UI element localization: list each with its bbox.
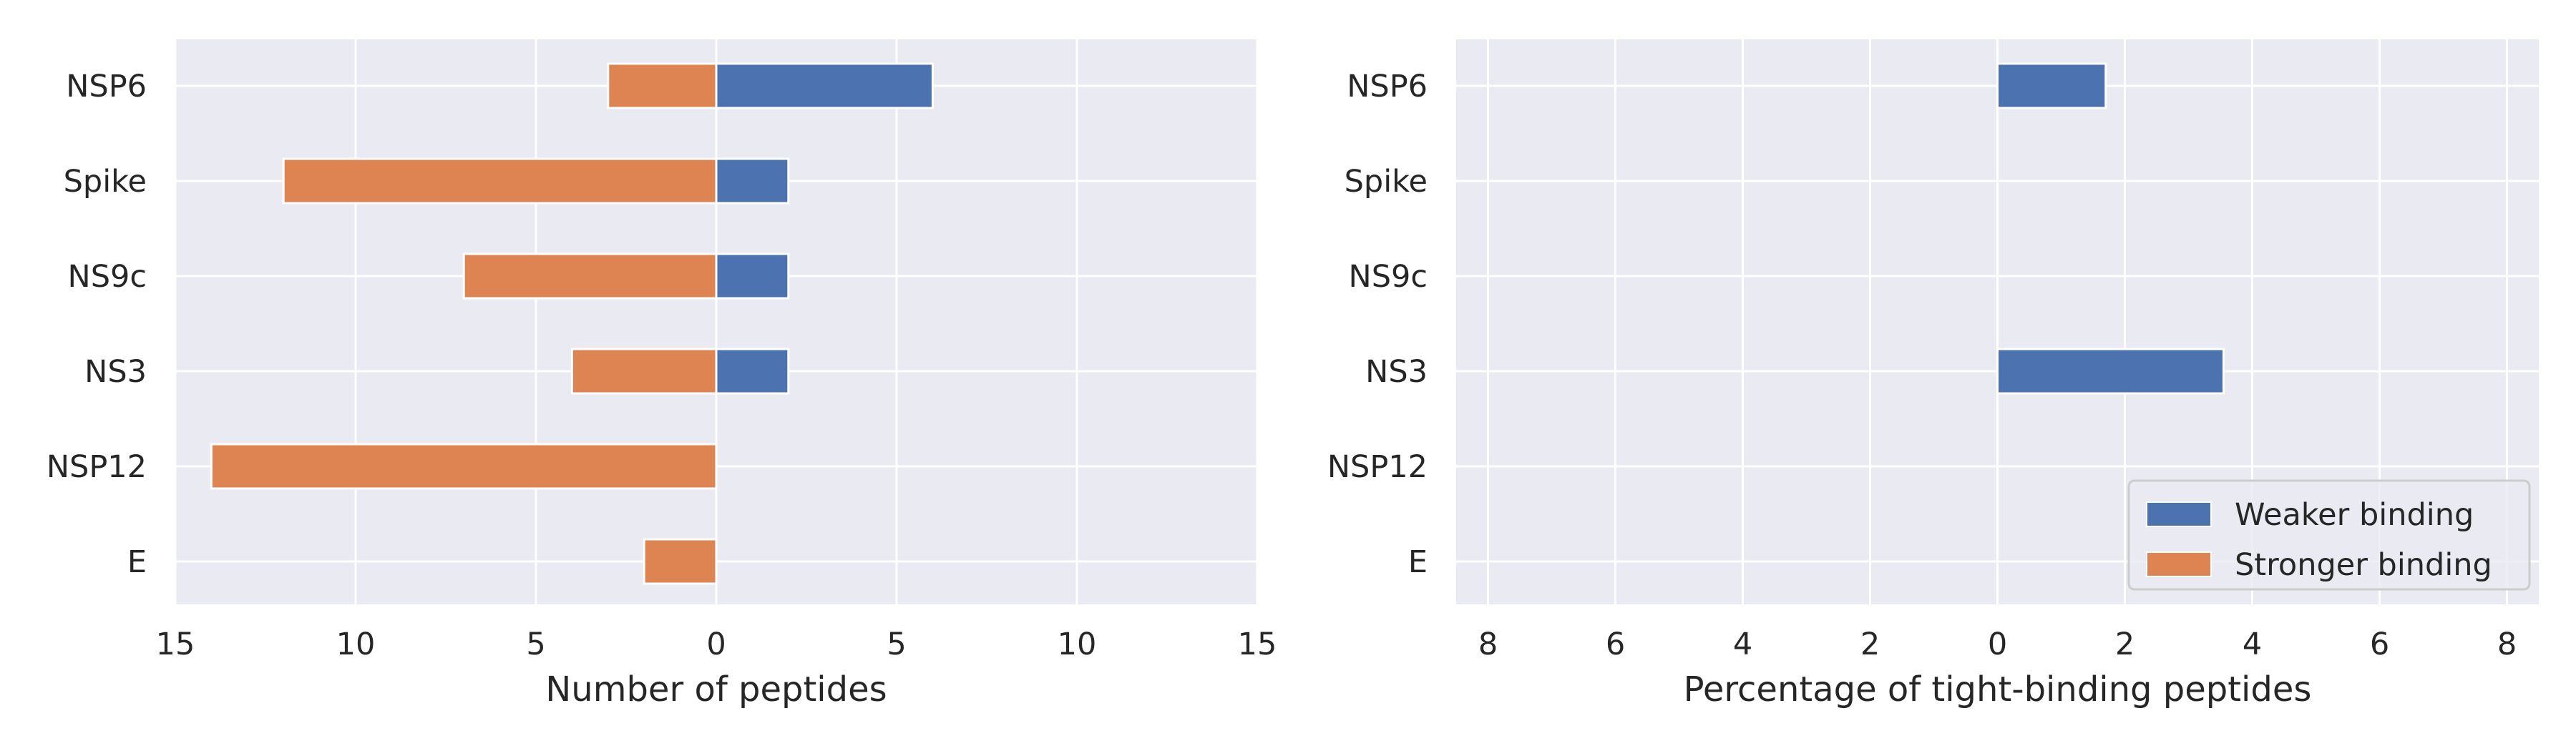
y-tick-label: Spike	[1345, 164, 1428, 200]
x-tick-label: 15	[156, 627, 195, 662]
bar-ns3-stronger	[570, 348, 718, 395]
x-tick-label: 4	[2243, 627, 2262, 662]
x-tick-label: 0	[1988, 627, 2007, 662]
legend-label: Weaker binding	[2235, 497, 2474, 533]
legend-frame	[2127, 479, 2531, 591]
x-tick-label: 2	[2115, 627, 2135, 662]
x-axis-label: Percentage of tight-binding peptides	[1684, 669, 2312, 710]
legend-swatch-stronger	[2146, 551, 2212, 577]
bar-ns3-weaker	[1996, 348, 2225, 395]
bar-e-stronger	[643, 538, 718, 585]
x-tick-label: 0	[706, 627, 726, 662]
bar-nsp6-weaker	[715, 62, 934, 109]
bar-ns3-weaker	[715, 348, 790, 395]
x-tick-label: 5	[887, 627, 906, 662]
x-tick-label: 8	[1478, 627, 1498, 662]
y-tick-label: NS9c	[68, 259, 147, 295]
x-tick-label: 10	[336, 627, 376, 662]
chart-panel-2: NSP6 Spike NS9c NS3 NSP12 E 8 6 4 2 0 2 4 6 8 Percentag…	[1327, 39, 2539, 710]
x-tick-label: 5	[526, 627, 545, 662]
y-tick-label: NS3	[1365, 354, 1428, 390]
chart-panel-1: NSP6 Spike NS9c NS3 NSP12 E 15 10 5 0 5 10 15 Number …	[47, 39, 1277, 710]
x-tick-label: 6	[2370, 627, 2389, 662]
bar-nsp6-stronger	[607, 62, 718, 109]
legend-swatch-weaker	[2146, 501, 2212, 527]
x-tick-label: 10	[1058, 627, 1097, 662]
bar-ns9c-stronger	[462, 252, 718, 300]
y-tick-label: NS3	[84, 354, 147, 390]
x-tick-label: 2	[1860, 627, 1880, 662]
y-tick-label: NSP12	[1327, 449, 1428, 485]
y-tick-label: E	[1408, 544, 1428, 580]
bar-nsp12-stronger	[210, 443, 718, 490]
y-tick-label: NSP6	[1347, 69, 1428, 104]
x-tick-label: 6	[1606, 627, 1625, 662]
x-tick-label: 4	[1733, 627, 1752, 662]
bar-spike-stronger	[282, 157, 718, 205]
bar-nsp6-weaker	[1996, 62, 2107, 109]
bar-ns9c-weaker	[715, 252, 790, 300]
y-tick-label: NS9c	[1349, 259, 1428, 295]
x-tick-label: 8	[2497, 627, 2517, 662]
y-tick-label: NSP12	[47, 449, 147, 485]
legend: Weaker binding Stronger binding	[2127, 479, 2531, 591]
y-tick-label: Spike	[64, 164, 147, 200]
y-tick-label: NSP6	[66, 69, 147, 104]
x-tick-label: 15	[1238, 627, 1277, 662]
x-axis-label: Number of peptides	[545, 669, 887, 710]
y-tick-label: E	[127, 544, 147, 580]
bar-spike-weaker	[715, 157, 790, 205]
legend-label: Stronger binding	[2235, 547, 2492, 583]
